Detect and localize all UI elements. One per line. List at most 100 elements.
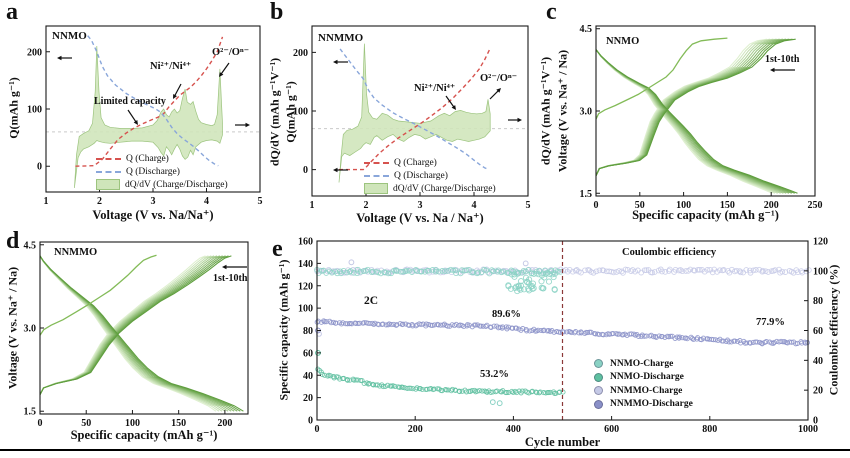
svg-text:4.5: 4.5 xyxy=(24,240,37,251)
panel-b-plot: 1 2 3 4 5 0 100 200 xyxy=(293,25,531,211)
svg-text:4.5: 4.5 xyxy=(580,24,593,35)
svg-text:0: 0 xyxy=(813,416,818,427)
legend-item: Q (Discharge) xyxy=(96,165,228,178)
dqdv-fill-swatch xyxy=(364,183,388,194)
svg-text:4: 4 xyxy=(204,196,209,207)
panel-b-ylabel-dqdv: dQ/dV (mAh g⁻¹V⁻¹) xyxy=(267,57,282,167)
panel-a-legend: Q (Charge) Q (Discharge) dQ/dV (Charge/D… xyxy=(96,152,228,191)
discharge-dash-swatch xyxy=(96,170,121,173)
panel-e-plot: 0 200 400 600 800 100002040608010012014016002… xyxy=(298,237,828,436)
svg-text:250: 250 xyxy=(808,200,823,211)
legend-item: Q (Charge) xyxy=(364,156,496,169)
panel-e-xlabel: Cycle number xyxy=(524,435,601,449)
panel-letter-e: e xyxy=(272,236,283,262)
svg-text:100: 100 xyxy=(125,418,140,429)
legend-label: dQ/dV (Charge/Discharge) xyxy=(125,179,228,190)
svg-text:40: 40 xyxy=(813,356,823,367)
svg-text:0: 0 xyxy=(315,424,320,435)
svg-text:400: 400 xyxy=(506,424,521,435)
svg-text:100: 100 xyxy=(293,107,308,118)
annotation-o-redox-b: O²⁻/Oⁿ⁻ xyxy=(480,73,518,84)
charge-dash-swatch xyxy=(96,157,121,160)
nnmo-discharge-marker xyxy=(594,372,603,382)
panel-b-legend: Q (Charge) Q (Discharge) dQ/dV (Charge/D… xyxy=(364,156,496,195)
panel-d-xlabel: Specific capacity (mAh g⁻¹) xyxy=(70,428,218,442)
legend-item: Q (Charge) xyxy=(96,152,228,165)
svg-text:60: 60 xyxy=(813,326,823,337)
svg-text:200: 200 xyxy=(217,418,232,429)
svg-text:3: 3 xyxy=(418,200,423,211)
svg-text:2: 2 xyxy=(364,200,369,211)
axes: 1 2 3 4 5 0 100 200 xyxy=(293,25,531,211)
svg-text:100: 100 xyxy=(27,105,42,116)
panel-b-ylabel-q: Q(mAh g⁻¹) xyxy=(283,81,298,143)
legend-label: NNMMO-Discharge xyxy=(610,399,693,410)
svg-text:200: 200 xyxy=(408,424,423,435)
svg-text:100: 100 xyxy=(813,266,828,277)
svg-text:3: 3 xyxy=(151,196,156,207)
legend-item: NNMMO-Charge xyxy=(594,384,693,398)
svg-text:50: 50 xyxy=(635,200,645,211)
axes: 0 200 400 600 800 100002040608010012014016002… xyxy=(298,237,828,436)
svg-text:160: 160 xyxy=(298,237,313,248)
legend-item: NNMMO-Discharge xyxy=(594,398,693,412)
panel-c-title: NNMO xyxy=(606,36,640,47)
svg-text:120: 120 xyxy=(298,281,313,292)
svg-text:1: 1 xyxy=(310,200,315,211)
series xyxy=(595,37,798,194)
panel-a-ylabel: Q(mAh g⁻¹) xyxy=(6,77,21,139)
svg-text:200: 200 xyxy=(27,47,42,58)
panel-e-legend: NNMO-Charge NNMO-Discharge NNMMO-Charge … xyxy=(594,357,693,411)
panel-e: e 0 200 400 600 800 1000 0 20 40 60 80 100 120 140 160… xyxy=(270,229,850,458)
nnmmo-discharge-marker xyxy=(594,399,603,409)
svg-text:40: 40 xyxy=(303,371,313,382)
svg-text:80: 80 xyxy=(303,326,313,337)
svg-text:0: 0 xyxy=(37,162,42,173)
annotation-retention-53: 53.2% xyxy=(480,369,509,380)
svg-text:1.5: 1.5 xyxy=(24,407,37,418)
annotation-retention-89: 89.6% xyxy=(492,309,521,320)
svg-text:0: 0 xyxy=(308,416,313,427)
legend-label: NNMMO-Charge xyxy=(610,385,683,396)
discharge-dash-swatch xyxy=(364,174,389,177)
svg-text:1: 1 xyxy=(44,196,49,207)
svg-text:150: 150 xyxy=(171,418,186,429)
series xyxy=(46,35,260,189)
svg-text:3.0: 3.0 xyxy=(580,107,593,118)
legend-label: NNMO-Discharge xyxy=(610,372,684,383)
panel-letter-a: a xyxy=(6,0,18,25)
svg-text:200: 200 xyxy=(293,48,308,59)
svg-text:800: 800 xyxy=(702,424,717,435)
svg-text:1.5: 1.5 xyxy=(580,189,593,200)
axes: 1 2 3 4 5 0 100 200 xyxy=(27,25,263,207)
panel-letter-d: d xyxy=(6,228,20,254)
legend-label: Q (Discharge) xyxy=(126,166,180,177)
legend-item: NNMO-Discharge xyxy=(594,371,693,385)
legend-item: NNMO-Charge xyxy=(594,357,693,371)
arrows xyxy=(57,55,250,128)
charge-dash-swatch xyxy=(364,161,389,164)
legend-item: dQ/dV (Charge/Discharge) xyxy=(364,182,496,195)
panel-letter-c: c xyxy=(546,0,557,25)
panel-d-title: NNMMO xyxy=(54,247,98,258)
panel-e-ylabel-left: Specific capacity (mAh g⁻¹) xyxy=(276,259,291,401)
panel-e-ylabel-right: Coulombic efficiency (%) xyxy=(826,264,841,396)
panel-letter-b: b xyxy=(270,0,284,25)
svg-text:600: 600 xyxy=(604,424,619,435)
nnmmo-charge-marker xyxy=(594,386,603,396)
svg-text:20: 20 xyxy=(303,393,313,404)
panel-d: d 0 50 100 150 200 1.5 3.0 4.5 NNMMO Voltage (V… xyxy=(0,229,270,458)
panel-d-plot: 0 50 100 150 200 1.5 3.0 4.5 xyxy=(24,240,249,429)
panel-b-xlabel: Voltage (V vs. Na / Na⁺) xyxy=(356,211,484,225)
annotation-limited-capacity: Limited capacity xyxy=(94,96,166,107)
svg-text:100: 100 xyxy=(298,304,313,315)
dqdv-fill-swatch xyxy=(96,179,120,190)
panel-c-plot: 0 50 100 150 200 250 1.5 3.0 4.5 xyxy=(580,24,823,211)
svg-text:200: 200 xyxy=(764,200,779,211)
legend-label: NNMO-Charge xyxy=(610,358,674,369)
annotation-cycles-d: 1st-10th xyxy=(213,273,248,284)
svg-text:20: 20 xyxy=(813,386,823,397)
axes: 0 50 100 150 200 250 1.5 3.0 4.5 xyxy=(580,24,823,211)
series xyxy=(312,43,528,183)
panel-b-title: NNMMO xyxy=(318,32,364,44)
